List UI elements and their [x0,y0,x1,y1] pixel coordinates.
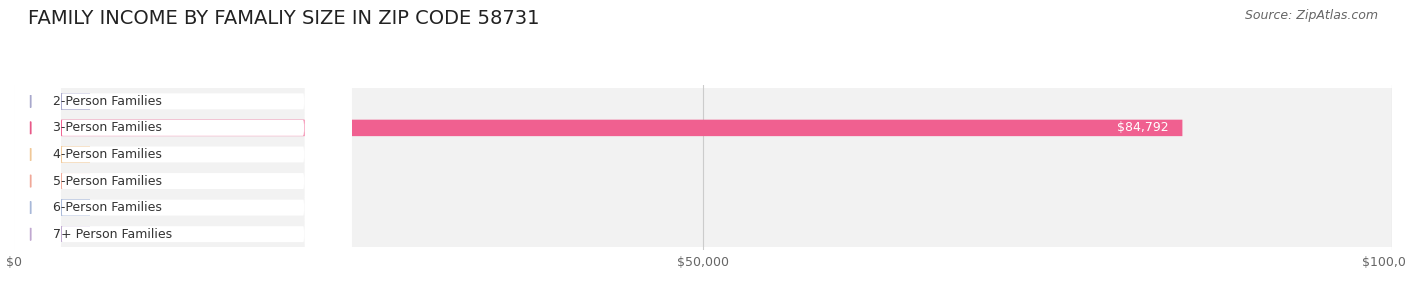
FancyBboxPatch shape [14,0,352,305]
FancyBboxPatch shape [14,0,352,305]
Text: $0: $0 [104,174,120,188]
Text: FAMILY INCOME BY FAMALIY SIZE IN ZIP CODE 58731: FAMILY INCOME BY FAMALIY SIZE IN ZIP COD… [28,9,540,28]
Bar [14,120,1182,136]
Bar [14,173,90,189]
Text: 3-Person Families: 3-Person Families [52,121,162,135]
Text: 2-Person Families: 2-Person Families [52,95,162,108]
FancyBboxPatch shape [14,0,352,305]
Bar [14,194,1392,221]
Bar [14,93,90,109]
Bar [14,141,1392,168]
Text: $0: $0 [104,201,120,214]
FancyBboxPatch shape [14,120,1182,136]
Bar [14,115,1392,141]
Text: 4-Person Families: 4-Person Families [52,148,162,161]
Bar [14,88,1392,115]
FancyBboxPatch shape [14,0,352,305]
Text: 6-Person Families: 6-Person Families [52,201,162,214]
FancyBboxPatch shape [14,0,352,305]
Text: 7+ Person Families: 7+ Person Families [52,228,172,241]
Text: $0: $0 [104,95,120,108]
Text: $84,792: $84,792 [1116,121,1168,135]
Bar [14,199,90,216]
Text: $0: $0 [104,228,120,241]
Bar [14,168,1392,194]
Text: Source: ZipAtlas.com: Source: ZipAtlas.com [1244,9,1378,22]
Bar [14,221,1392,247]
FancyBboxPatch shape [14,0,352,305]
Bar [14,146,90,163]
Text: 5-Person Families: 5-Person Families [52,174,162,188]
Text: $0: $0 [104,148,120,161]
Bar [14,226,90,242]
